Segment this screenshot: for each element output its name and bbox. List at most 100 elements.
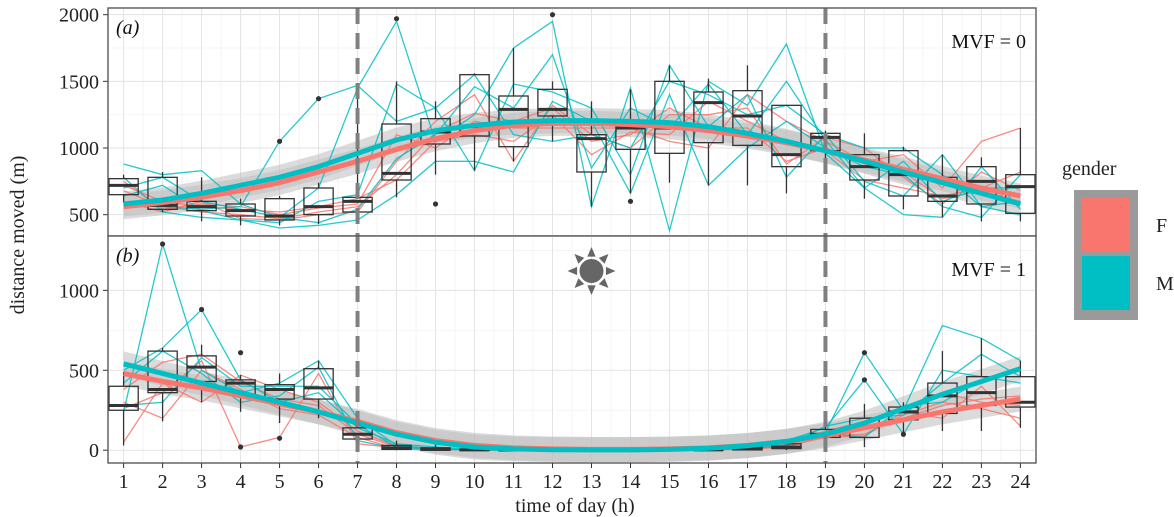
x-tick-label: 12	[543, 471, 563, 493]
box	[303, 368, 334, 400]
boxplot	[108, 174, 139, 203]
boxplot	[225, 198, 256, 226]
outlier-point	[276, 138, 283, 144]
boxplots	[108, 12, 1036, 226]
boxplot	[537, 81, 568, 142]
boxplot	[615, 89, 646, 194]
boxplot	[303, 182, 334, 224]
sun-ray	[605, 266, 616, 276]
x-tick-label: 5	[275, 471, 285, 493]
outlier-point	[627, 198, 634, 204]
outlier-point	[315, 96, 322, 102]
x-tick-label: 24	[1010, 471, 1030, 493]
legend-swatch-F	[1082, 198, 1130, 252]
confidence-ribbons	[123, 108, 1021, 220]
boxplot	[186, 177, 217, 222]
boxplot	[732, 65, 763, 186]
sun-disc	[579, 259, 604, 283]
x-tick-label: 11	[504, 471, 523, 493]
x-tick-label: 10	[465, 471, 485, 493]
outlier-point	[198, 306, 205, 313]
outlier-point	[237, 444, 244, 450]
panel-label: (a)	[116, 17, 140, 39]
x-tick-label: 3	[197, 471, 207, 493]
y-tick-label: 500	[69, 205, 99, 227]
outlier-point	[432, 201, 439, 207]
box	[654, 80, 685, 154]
y-axis-title: distance moved (m)	[7, 156, 29, 315]
x-tick-label: 22	[932, 471, 952, 493]
sun-ray	[587, 285, 596, 295]
sun-ray	[567, 266, 578, 276]
x-tick-label: 17	[737, 471, 757, 493]
panel-border	[107, 235, 1037, 464]
y-tick-label: 1500	[59, 71, 99, 93]
y-tick-label: 1000	[59, 138, 99, 160]
outlier-point	[549, 12, 556, 18]
x-tick-label: 9	[431, 471, 441, 493]
panels: 500 1000 1500 2000 (a) MVF = 0 0 500 1000 (b) MVF …	[59, 5, 1037, 464]
mvf-annotation: MVF = 0	[951, 31, 1026, 53]
sun-ray	[598, 278, 609, 288]
x-tick-label: 13	[581, 471, 601, 493]
boxplot	[264, 196, 295, 226]
outlier-point	[861, 350, 868, 356]
x-axis-title: time of day (h)	[515, 495, 634, 517]
x-tick-label: 18	[776, 471, 796, 493]
sun-icon	[567, 247, 616, 295]
x-tick-label: 15	[659, 471, 679, 493]
x-tick-label: 7	[353, 471, 363, 493]
outlier-point	[276, 435, 283, 441]
box	[537, 88, 568, 117]
x-tick-label: 21	[893, 471, 913, 493]
legend-label: F	[1156, 215, 1167, 237]
x-tick-label: 19	[815, 471, 835, 493]
box	[576, 134, 607, 173]
x-tick-label: 4	[236, 471, 246, 493]
box	[264, 198, 295, 221]
sun-ray	[598, 254, 609, 264]
legend-swatch-M	[1082, 256, 1130, 310]
legend-label: M	[1156, 273, 1174, 295]
outlier-point	[237, 350, 244, 356]
outlier-point	[393, 16, 400, 22]
sun-ray	[574, 254, 585, 264]
box	[459, 74, 490, 137]
box	[264, 384, 295, 400]
box	[732, 90, 763, 146]
y-tick-label: 1000	[59, 280, 99, 302]
y-tick-label: 500	[69, 360, 99, 382]
boxplot	[420, 443, 451, 451]
boxplot	[693, 78, 724, 186]
boxplot	[927, 154, 958, 218]
legend: gender F M	[1062, 158, 1174, 320]
sun-ray	[574, 278, 585, 288]
legend-title: gender	[1062, 158, 1117, 180]
x-tick-label: 20	[854, 471, 874, 493]
boxplot	[303, 360, 334, 419]
individual-line-F	[123, 100, 1021, 213]
box	[147, 176, 178, 210]
smooth-lines	[123, 118, 1022, 210]
outlier-point	[861, 377, 868, 383]
confidence-ribbons	[123, 351, 1021, 463]
icons	[192, 247, 871, 295]
x-tick-label: 8	[392, 471, 402, 493]
boxplot	[576, 101, 607, 207]
panel-label: (b)	[116, 245, 140, 267]
panel-plot-area	[108, 236, 1036, 463]
box	[303, 187, 334, 216]
x-tick-label: 23	[971, 471, 991, 493]
y-tick-label: 2000	[59, 5, 99, 27]
smooth-lines	[122, 361, 1022, 453]
y-tick-label: 0	[89, 440, 99, 462]
outlier-point	[900, 431, 907, 437]
x-axis: 1 2 3 4 5 6 7 8 9 10 11 12 13 14 15 16 17 18 19 20 21 22 23 24	[119, 463, 1030, 493]
mvf-annotation: MVF = 1	[951, 259, 1026, 281]
x-tick-label: 14	[620, 471, 640, 493]
x-tick-label: 2	[158, 471, 168, 493]
x-tick-label: 1	[119, 471, 129, 493]
box	[1005, 376, 1036, 408]
ribbon-smooth_M	[123, 108, 1021, 217]
